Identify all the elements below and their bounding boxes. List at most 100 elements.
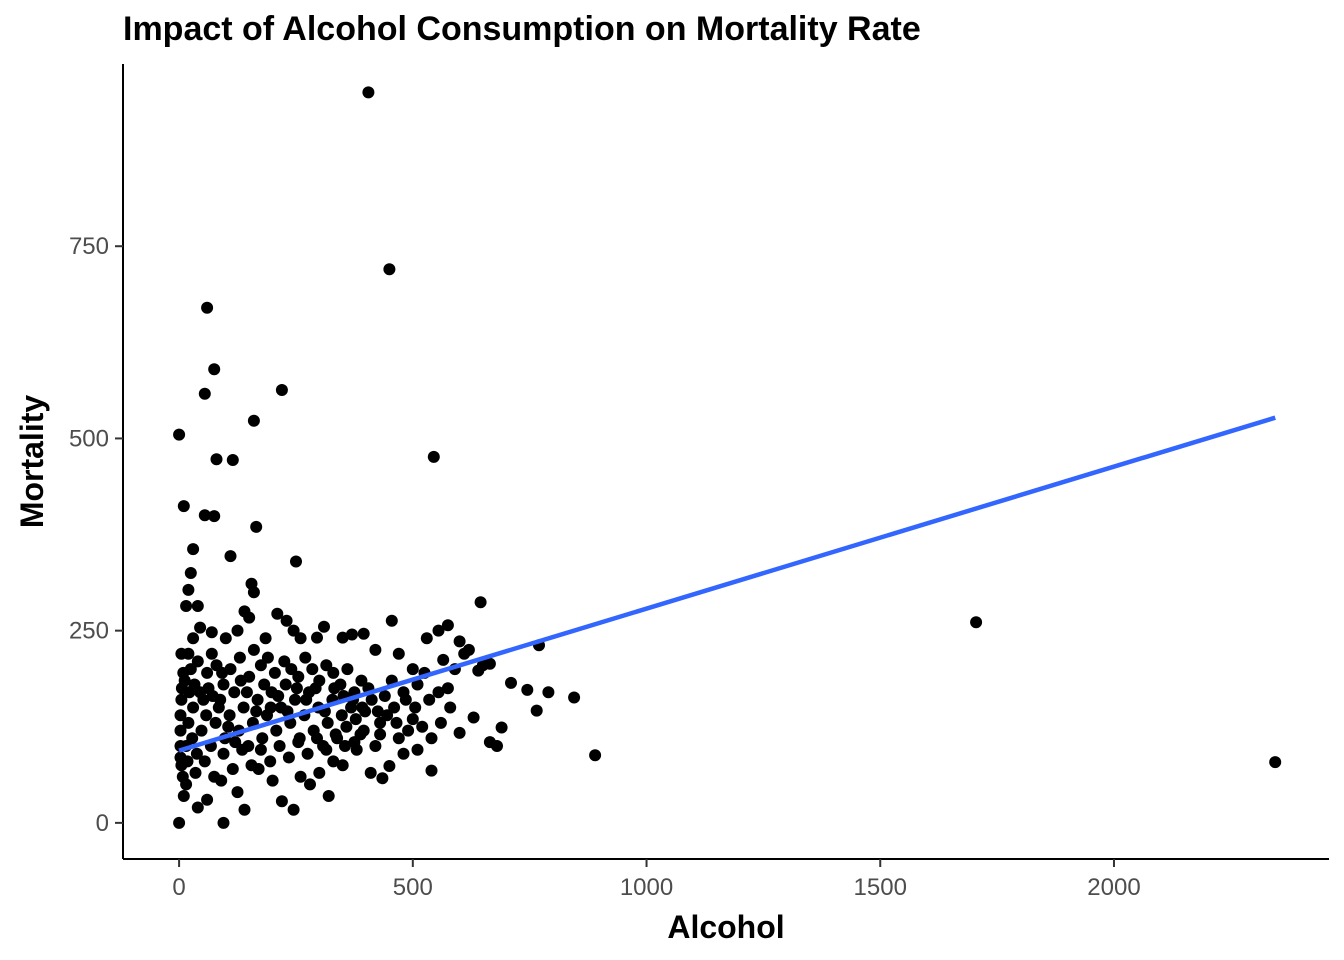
data-point bbox=[229, 736, 242, 749]
data-point bbox=[505, 676, 517, 689]
data-point bbox=[212, 701, 225, 714]
data-point bbox=[299, 651, 312, 664]
data-point bbox=[173, 816, 186, 829]
data-point bbox=[472, 664, 485, 677]
data-point bbox=[173, 428, 186, 441]
data-point bbox=[970, 616, 983, 629]
data-point bbox=[187, 632, 200, 645]
data-point bbox=[174, 724, 187, 737]
data-point bbox=[348, 736, 361, 749]
data-point bbox=[201, 793, 214, 806]
data-point bbox=[233, 651, 246, 664]
data-point bbox=[200, 709, 213, 722]
data-point bbox=[290, 682, 303, 695]
x-tick-label: 1000 bbox=[620, 874, 673, 901]
data-point bbox=[364, 766, 377, 779]
data-point bbox=[589, 749, 602, 762]
data-point bbox=[278, 655, 291, 668]
data-point bbox=[216, 666, 229, 679]
data-point bbox=[208, 770, 221, 783]
data-point bbox=[279, 678, 292, 691]
data-point bbox=[327, 666, 340, 679]
data-point bbox=[261, 651, 274, 664]
y-tick-label: 0 bbox=[96, 810, 109, 837]
data-point bbox=[206, 690, 219, 702]
data-point bbox=[217, 747, 230, 760]
data-point bbox=[301, 747, 314, 760]
data-point bbox=[245, 759, 258, 772]
data-point bbox=[282, 751, 295, 764]
data-point bbox=[208, 363, 221, 376]
data-point bbox=[272, 690, 285, 702]
data-point bbox=[356, 701, 369, 714]
data-point bbox=[474, 596, 487, 609]
data-point bbox=[174, 751, 187, 764]
data-point bbox=[208, 510, 221, 523]
data-point bbox=[392, 647, 405, 660]
data-point bbox=[228, 686, 241, 699]
data-point bbox=[287, 803, 300, 816]
data-point bbox=[205, 647, 218, 660]
data-point bbox=[483, 657, 496, 670]
data-point bbox=[318, 620, 330, 633]
data-point bbox=[223, 709, 236, 722]
data-point bbox=[289, 693, 301, 706]
data-point bbox=[174, 709, 187, 722]
data-point bbox=[1269, 756, 1282, 769]
data-point bbox=[191, 801, 204, 814]
data-point bbox=[231, 786, 244, 799]
data-point bbox=[287, 624, 300, 637]
data-point bbox=[339, 740, 351, 752]
data-point bbox=[390, 716, 403, 729]
data-point bbox=[336, 631, 349, 644]
data-point bbox=[270, 724, 283, 737]
data-point bbox=[217, 678, 230, 691]
data-point bbox=[322, 790, 335, 802]
data-point bbox=[311, 631, 323, 644]
data-point bbox=[254, 659, 267, 672]
data-point bbox=[210, 453, 223, 466]
data-point bbox=[275, 795, 288, 808]
data-point bbox=[189, 766, 202, 779]
points-layer bbox=[173, 86, 1282, 829]
data-point bbox=[224, 550, 237, 563]
x-tick-label: 1500 bbox=[854, 874, 907, 901]
data-point bbox=[281, 705, 294, 718]
data-point bbox=[453, 635, 466, 648]
data-point bbox=[402, 724, 415, 737]
data-point bbox=[226, 763, 239, 775]
data-point bbox=[184, 567, 197, 579]
x-tick-label: 500 bbox=[393, 874, 433, 901]
data-point bbox=[238, 803, 251, 816]
data-point bbox=[392, 732, 405, 745]
data-point bbox=[425, 764, 438, 777]
data-point bbox=[182, 716, 195, 729]
data-point bbox=[441, 682, 454, 695]
data-point bbox=[381, 709, 394, 722]
data-point bbox=[247, 586, 260, 599]
data-point bbox=[290, 555, 302, 568]
data-point bbox=[180, 600, 193, 612]
data-point bbox=[231, 624, 244, 637]
y-tick-label: 250 bbox=[69, 618, 109, 645]
data-point bbox=[355, 674, 368, 687]
data-point bbox=[568, 691, 581, 704]
data-point bbox=[365, 693, 378, 706]
x-axis-title: Alcohol bbox=[667, 909, 784, 945]
data-point bbox=[271, 607, 284, 620]
data-point bbox=[275, 384, 288, 396]
data-point bbox=[258, 678, 271, 691]
data-point bbox=[425, 732, 438, 745]
data-point bbox=[191, 600, 204, 612]
data-point bbox=[420, 632, 433, 645]
data-point bbox=[328, 682, 341, 695]
data-point bbox=[292, 736, 305, 749]
data-point bbox=[369, 740, 382, 752]
data-point bbox=[432, 686, 445, 699]
data-point bbox=[304, 778, 316, 791]
data-point bbox=[264, 701, 277, 714]
data-point bbox=[357, 627, 370, 640]
data-point bbox=[399, 693, 412, 706]
data-point bbox=[201, 301, 214, 314]
data-point bbox=[186, 732, 199, 745]
